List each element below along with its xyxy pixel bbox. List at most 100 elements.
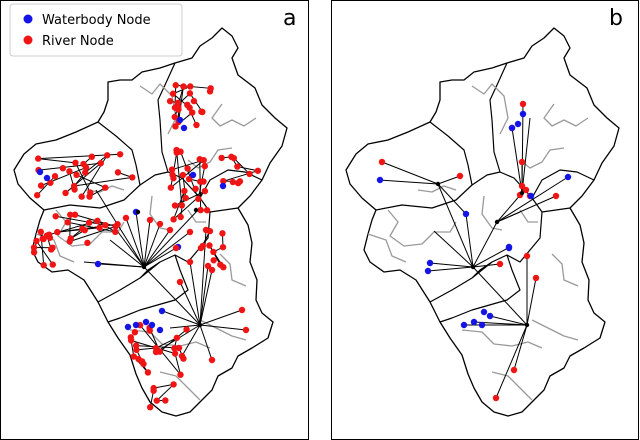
river-node: [66, 238, 73, 245]
waterbody-node: [219, 182, 227, 190]
river-node: [186, 228, 194, 236]
network-edge: [38, 158, 76, 164]
network-edge: [199, 324, 247, 331]
river-node: [182, 194, 189, 202]
panel-b-frame: [331, 0, 639, 440]
river-node: [97, 160, 104, 167]
river-node: [177, 213, 184, 221]
river-node: [169, 90, 177, 97]
panel-b: b: [331, 0, 639, 440]
river-node: [66, 168, 73, 175]
network-edge: [521, 117, 531, 194]
outlet-node: [435, 181, 441, 187]
river-node: [171, 202, 179, 209]
river-node: [64, 219, 71, 226]
waterbody-node: [189, 171, 197, 179]
river-node: [85, 219, 93, 226]
waterbody-node: [180, 124, 188, 132]
river-node: [112, 223, 119, 230]
river-node: [162, 397, 169, 404]
outlet-node: [470, 264, 476, 270]
river-node: [47, 179, 54, 186]
river-node: [138, 358, 146, 365]
network-edge: [109, 239, 145, 268]
waterbody-node: [426, 259, 434, 267]
river-node: [146, 216, 154, 224]
river-node: [171, 113, 178, 121]
river-node: [103, 152, 111, 159]
network-edge: [67, 221, 116, 233]
panel-a-network-nodes: [30, 82, 262, 411]
legend: Waterbody Node River Node: [9, 3, 183, 57]
waterbody-node: [43, 174, 51, 182]
river-node: [102, 184, 109, 191]
river-node: [54, 228, 61, 236]
waterbody-legend-label: Waterbody Node: [42, 13, 151, 28]
river-node: [198, 108, 205, 115]
network-edge: [143, 209, 199, 268]
river-node: [204, 262, 212, 270]
river-node: [37, 228, 45, 236]
waterbody-node: [94, 260, 102, 268]
river-node: [186, 90, 194, 97]
waterbody-node: [376, 176, 384, 184]
network-edge: [379, 179, 439, 185]
river-node: [49, 244, 56, 251]
river-node: [195, 195, 202, 203]
network-edge: [178, 86, 184, 122]
river-node: [183, 326, 190, 333]
network-edge: [199, 309, 243, 326]
network-edge: [437, 183, 474, 268]
river-node: [153, 397, 161, 404]
river-node: [184, 101, 191, 109]
waterbody-node: [519, 110, 527, 118]
network-edge: [99, 263, 145, 268]
outlet-node: [519, 190, 525, 196]
network-edge: [381, 161, 439, 185]
river-legend-label: River Node: [42, 34, 114, 49]
river-node: [150, 387, 157, 394]
river-node: [254, 167, 262, 174]
waterbody-legend-marker: [23, 14, 33, 24]
waterbody-node: [124, 323, 132, 331]
river-node: [519, 100, 527, 108]
panel-a-letter: a: [283, 6, 296, 31]
network-edge: [233, 157, 250, 175]
river-node: [79, 225, 86, 233]
river-node: [173, 146, 180, 154]
network-edge: [117, 231, 145, 268]
outlet-node: [193, 207, 199, 213]
waterbody-node: [527, 192, 535, 200]
network-edge: [136, 347, 156, 351]
river-node: [52, 213, 59, 220]
river-node: [234, 179, 242, 187]
river-node: [170, 216, 177, 223]
river-node: [234, 163, 241, 170]
network-edge: [199, 265, 209, 326]
network-edge: [496, 211, 521, 223]
river-node: [171, 345, 178, 352]
river-node: [144, 369, 152, 376]
network-edge: [472, 221, 498, 268]
river-node: [172, 244, 180, 252]
network-edge: [427, 266, 474, 272]
network-edge: [526, 277, 537, 326]
river-node: [179, 171, 187, 179]
network-edge: [74, 176, 133, 187]
river-node: [208, 356, 216, 364]
river-node: [129, 174, 136, 181]
river-node: [146, 327, 153, 334]
river-node: [30, 244, 38, 251]
river-node: [185, 175, 193, 183]
network-edge: [170, 159, 205, 188]
network-edge: [199, 269, 213, 326]
waterbody-node: [158, 307, 166, 315]
river-node: [78, 193, 85, 200]
river-node: [87, 189, 94, 196]
network-edge: [496, 176, 569, 223]
river-node: [116, 151, 124, 158]
river-node: [152, 348, 160, 356]
river-node: [175, 106, 182, 113]
waterbody-node: [176, 116, 184, 124]
waterbody-node: [36, 168, 44, 176]
